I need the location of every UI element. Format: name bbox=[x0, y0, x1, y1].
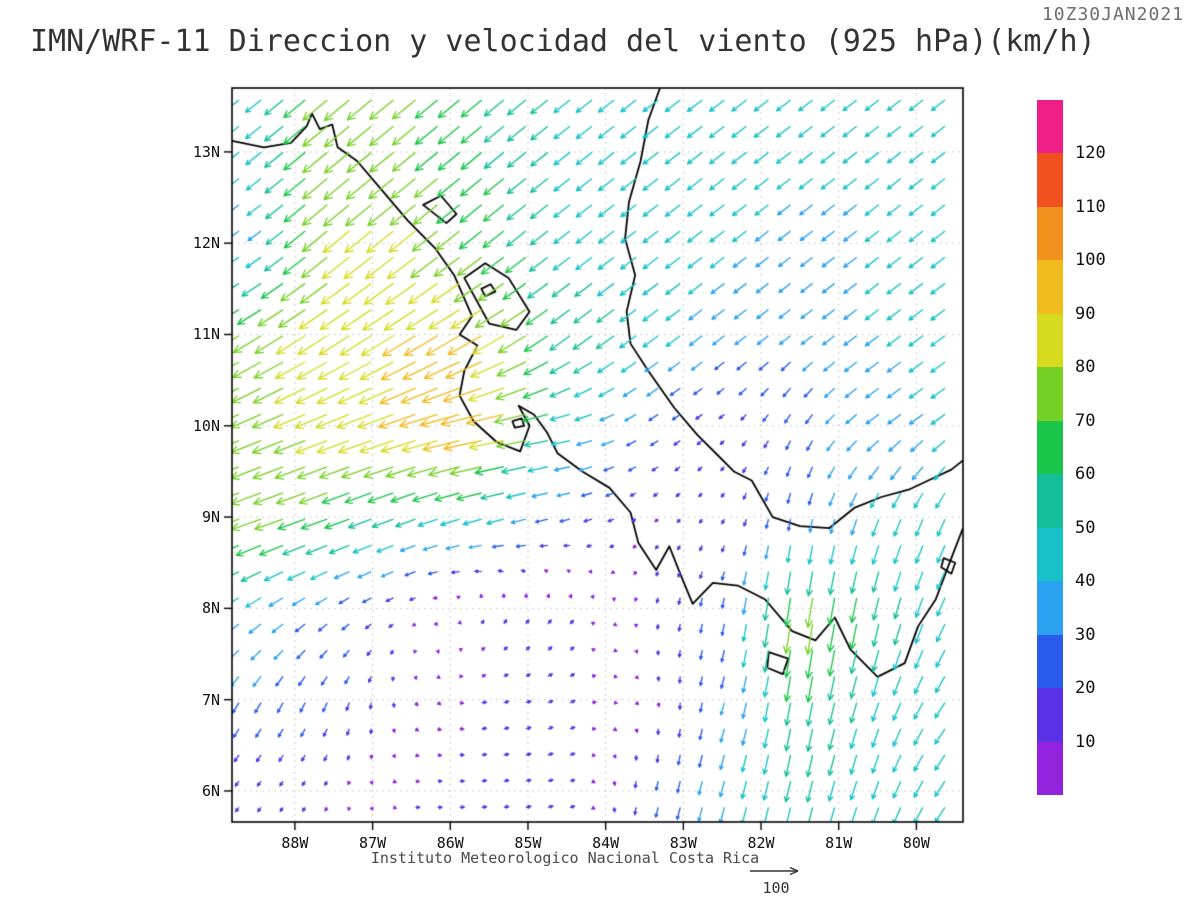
colorbar-block bbox=[1037, 688, 1063, 742]
lon-tick-label: 84W bbox=[592, 834, 620, 852]
reference-arrow-icon bbox=[750, 866, 799, 876]
lat-tick-label: 12N bbox=[192, 234, 220, 253]
lon-tick-label: 83W bbox=[669, 834, 697, 852]
colorbar-block bbox=[1037, 581, 1063, 635]
lat-tick-label: 6N bbox=[201, 781, 220, 800]
colorbar-block bbox=[1037, 206, 1063, 261]
lon-tick-label: 85W bbox=[514, 834, 542, 852]
colorbar-tick-label: 60 bbox=[1075, 464, 1096, 485]
colorbar-block bbox=[1037, 634, 1063, 689]
lat-tick-label: 8N bbox=[201, 599, 220, 618]
run-timestamp: 10Z30JAN2021 bbox=[1041, 4, 1184, 25]
colorbar-block bbox=[1037, 367, 1063, 421]
lon-tick-label: 82W bbox=[747, 834, 775, 852]
colorbar-block bbox=[1037, 260, 1063, 314]
colorbar-block bbox=[1037, 313, 1063, 368]
lat-tick-label: 13N bbox=[192, 142, 220, 161]
colorbar-tick-label: 20 bbox=[1075, 678, 1096, 699]
colorbar-block bbox=[1037, 527, 1063, 582]
lon-tick-label: 80W bbox=[902, 834, 930, 852]
colorbar-tick-label: 70 bbox=[1075, 410, 1096, 431]
chart-title: IMN/WRF-11 Direccion y velocidad del vie… bbox=[30, 24, 1096, 59]
colorbar-tick-label: 110 bbox=[1075, 196, 1106, 217]
colorbar-block bbox=[1037, 474, 1063, 528]
lon-tick-label: 88W bbox=[281, 834, 309, 852]
colorbar-tick-label: 10 bbox=[1075, 731, 1096, 752]
colorbar-tick-label: 40 bbox=[1075, 571, 1096, 592]
lon-tick-label: 86W bbox=[436, 834, 464, 852]
lat-tick-label: 11N bbox=[192, 325, 220, 344]
reference-arrow-label: 100 bbox=[762, 879, 790, 897]
lat-tick-label: 9N bbox=[201, 508, 220, 527]
colorbar-tick-label: 90 bbox=[1075, 303, 1096, 324]
colorbar-block bbox=[1037, 420, 1063, 475]
lon-tick-label: 81W bbox=[825, 834, 853, 852]
institute-caption: Instituto Meteorologico Nacional Costa R… bbox=[370, 849, 760, 867]
reference-arrow: 100 bbox=[744, 862, 808, 897]
colorbar bbox=[1037, 100, 1063, 795]
colorbar-tick-label: 100 bbox=[1075, 250, 1106, 271]
lat-tick-label: 7N bbox=[201, 690, 220, 709]
colorbar-tick-label: 30 bbox=[1075, 624, 1096, 645]
colorbar-tick-label: 50 bbox=[1075, 517, 1096, 538]
colorbar-block bbox=[1037, 741, 1063, 795]
colorbar-tick-label: 120 bbox=[1075, 143, 1106, 164]
colorbar-tick-label: 80 bbox=[1075, 357, 1096, 378]
lat-tick-label: 10N bbox=[192, 416, 220, 435]
lon-tick-label: 87W bbox=[359, 834, 387, 852]
colorbar-block bbox=[1037, 100, 1063, 154]
colorbar-block bbox=[1037, 153, 1063, 207]
